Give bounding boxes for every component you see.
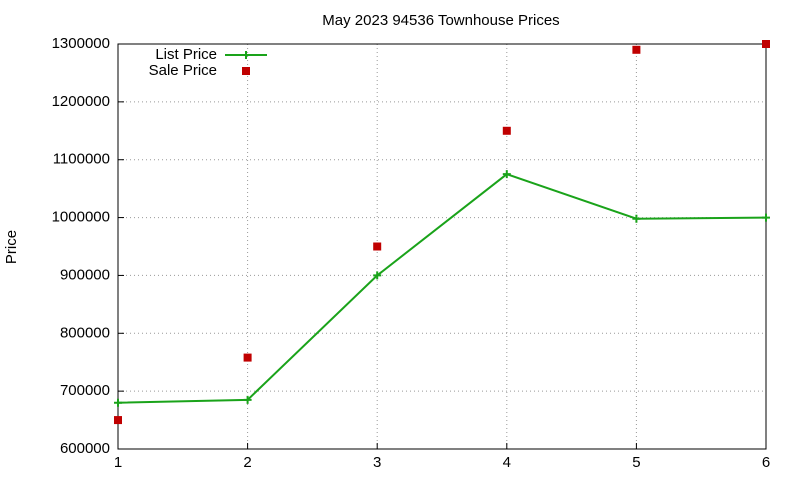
point bbox=[632, 45, 641, 54]
y-tick-label: 1200000 bbox=[52, 93, 110, 110]
legend-label: List Price bbox=[155, 46, 217, 63]
x-tick-label: 5 bbox=[632, 454, 640, 471]
point bbox=[373, 271, 382, 280]
legend-label: Sale Price bbox=[149, 62, 217, 79]
point bbox=[762, 213, 770, 222]
chart-title: May 2023 94536 Townhouse Prices bbox=[322, 12, 559, 29]
x-tick-label: 3 bbox=[373, 454, 381, 471]
y-tick-label: 800000 bbox=[60, 324, 110, 341]
y-tick-label: 600000 bbox=[60, 440, 110, 457]
y-tick-label: 1300000 bbox=[52, 35, 110, 52]
point bbox=[502, 170, 511, 179]
point bbox=[243, 353, 252, 362]
y-tick-label: 1000000 bbox=[52, 209, 110, 226]
point bbox=[373, 242, 382, 251]
point bbox=[762, 40, 770, 48]
line bbox=[117, 173, 767, 404]
point bbox=[114, 398, 122, 407]
point bbox=[243, 395, 252, 404]
x-tick-label: 1 bbox=[114, 454, 122, 471]
x-tick-label: 2 bbox=[243, 454, 251, 471]
point bbox=[242, 67, 250, 75]
y-tick-label: 700000 bbox=[60, 382, 110, 399]
point bbox=[502, 126, 511, 135]
point bbox=[114, 416, 122, 425]
x-tick-label: 4 bbox=[503, 454, 511, 471]
point bbox=[242, 51, 250, 59]
y-tick-label: 1100000 bbox=[53, 151, 110, 168]
y-tick-label: 900000 bbox=[60, 266, 110, 283]
y-axis-label: Price bbox=[3, 230, 20, 264]
plot-border bbox=[117, 43, 767, 450]
x-tick-label: 6 bbox=[762, 454, 770, 471]
point bbox=[632, 214, 641, 223]
